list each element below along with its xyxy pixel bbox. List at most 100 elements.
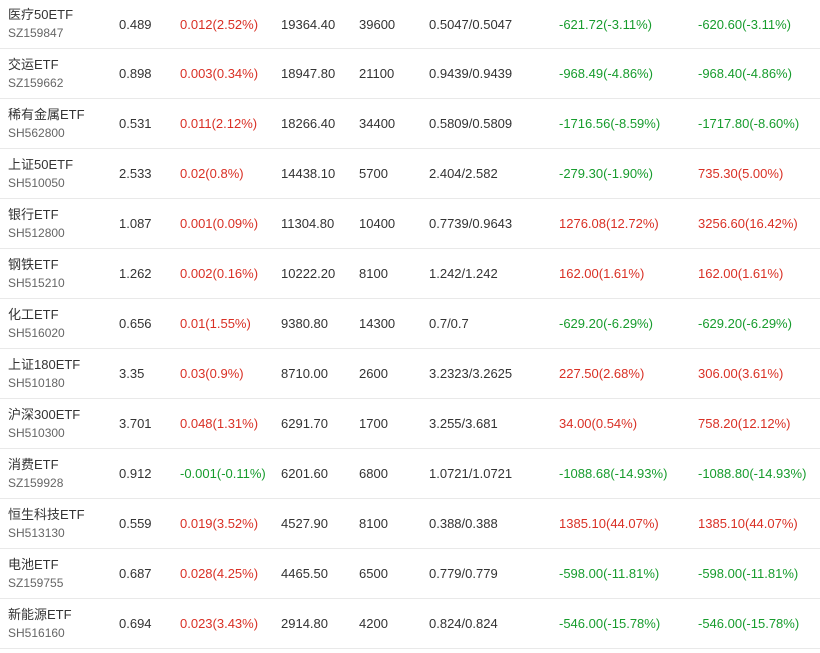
etf-name[interactable]: 医疗50ETF	[8, 7, 74, 22]
etf-name[interactable]: 稀有金属ETF	[8, 106, 85, 122]
etf-name-cell[interactable]: 稀有金属ETF SH562800	[8, 99, 85, 148]
amount-cell: 6201.60	[281, 466, 328, 481]
table-row[interactable]: 稀有金属ETF SH562800 0.531 0.011(2.12%) 1826…	[0, 99, 820, 149]
net-change-1-cell: -1716.56(-8.59%)	[559, 116, 661, 131]
change-cell: 0.02(0.8%)	[180, 166, 244, 181]
change-cell: 0.028(4.25%)	[180, 566, 259, 581]
etf-name-cell[interactable]: 新能源ETF SH516160	[8, 599, 72, 648]
change-cell: 0.003(0.34%)	[180, 66, 259, 81]
amount-cell: 4465.50	[281, 566, 328, 581]
nav-cell: 0.5047/0.5047	[429, 16, 513, 32]
price-cell: 0.898	[119, 66, 152, 81]
amount-cell: 9380.80	[281, 316, 328, 331]
table-row[interactable]: 医疗50ETF SZ159847 0.489 0.012(2.52%) 1936…	[0, 0, 820, 49]
price-cell: 1.087	[119, 216, 152, 231]
etf-code: SZ159755	[8, 575, 64, 590]
table-row[interactable]: 钢铁ETF SH515210 1.262 0.002(0.16%) 10222.…	[0, 249, 820, 299]
table-row[interactable]: 电池ETF SZ159755 0.687 0.028(4.25%) 4465.5…	[0, 549, 820, 599]
net-change-2-cell: -629.20(-6.29%)	[698, 316, 792, 331]
etf-name-cell[interactable]: 上证50ETF SH510050	[8, 149, 73, 198]
net-change-1-cell: -598.00(-11.81%)	[559, 566, 660, 581]
price-cell: 0.559	[119, 516, 152, 531]
volume-cell: 8100	[359, 266, 388, 281]
volume-cell: 1700	[359, 416, 388, 431]
net-change-1-cell: -621.72(-3.11%)	[559, 16, 652, 32]
table-row[interactable]: 消费ETF SZ159928 0.912 -0.001(-0.11%) 6201…	[0, 449, 820, 499]
etf-name-cell[interactable]: 电池ETF SZ159755	[8, 549, 63, 598]
etf-name-cell[interactable]: 钢铁ETF SH515210	[8, 249, 65, 298]
price-cell: 0.656	[119, 316, 152, 331]
etf-name[interactable]: 交运ETF	[8, 56, 59, 72]
etf-code: SH515210	[8, 275, 65, 290]
etf-code: SH510180	[8, 375, 65, 390]
table-row[interactable]: 交运ETF SZ159662 0.898 0.003(0.34%) 18947.…	[0, 49, 820, 99]
etf-name[interactable]: 上证50ETF	[8, 156, 74, 172]
etf-code: SH516160	[8, 625, 65, 640]
volume-cell: 5700	[359, 166, 388, 181]
nav-cell: 3.255/3.681	[429, 416, 498, 431]
nav-cell: 0.824/0.824	[429, 616, 498, 631]
price-cell: 0.531	[119, 116, 152, 131]
etf-name-cell[interactable]: 交运ETF SZ159662	[8, 49, 63, 98]
price-cell: 0.694	[119, 616, 152, 631]
amount-cell: 6291.70	[281, 416, 328, 431]
etf-name-cell[interactable]: 消费ETF SZ159928	[8, 449, 63, 498]
nav-cell: 1.0721/1.0721	[429, 466, 513, 481]
etf-name[interactable]: 上证180ETF	[8, 356, 81, 372]
net-change-2-cell: 1385.10(44.07%)	[698, 516, 798, 531]
amount-cell: 8710.00	[281, 366, 328, 381]
amount-cell: 18266.40	[281, 116, 336, 131]
volume-cell: 2600	[359, 366, 388, 381]
change-cell: 0.002(0.16%)	[180, 266, 259, 281]
change-cell: -0.001(-0.11%)	[180, 466, 266, 481]
volume-cell: 4200	[359, 616, 388, 631]
net-change-2-cell: -598.00(-11.81%)	[698, 566, 799, 581]
etf-name[interactable]: 恒生科技ETF	[8, 506, 85, 522]
change-cell: 0.023(3.43%)	[180, 616, 259, 631]
table-row[interactable]: 沪深300ETF SH510300 3.701 0.048(1.31%) 629…	[0, 399, 820, 449]
etf-code: SZ159847	[8, 26, 64, 40]
nav-cell: 0.388/0.388	[429, 516, 498, 531]
etf-name[interactable]: 消费ETF	[8, 456, 59, 472]
volume-cell: 21100	[359, 66, 395, 81]
price-cell: 0.912	[119, 466, 152, 481]
net-change-1-cell: 1276.08(12.72%)	[559, 216, 659, 231]
etf-name[interactable]: 电池ETF	[8, 556, 59, 572]
table-row[interactable]: 恒生科技ETF SH513130 0.559 0.019(3.52%) 4527…	[0, 499, 820, 549]
etf-name[interactable]: 银行ETF	[8, 206, 59, 222]
nav-cell: 0.779/0.779	[429, 566, 498, 581]
volume-cell: 8100	[359, 516, 388, 531]
net-change-1-cell: -629.20(-6.29%)	[559, 316, 653, 331]
volume-cell: 6800	[359, 466, 388, 481]
net-change-1-cell: 1385.10(44.07%)	[559, 516, 659, 531]
change-cell: 0.019(3.52%)	[180, 516, 259, 531]
etf-name[interactable]: 化工ETF	[8, 306, 59, 322]
etf-name-cell[interactable]: 上证180ETF SH510180	[8, 349, 80, 398]
amount-cell: 11304.80	[281, 216, 335, 231]
nav-cell: 1.242/1.242	[429, 266, 498, 281]
table-row[interactable]: 新能源ETF SH516160 0.694 0.023(3.43%) 2914.…	[0, 599, 820, 649]
etf-name[interactable]: 钢铁ETF	[8, 256, 59, 272]
table-row[interactable]: 银行ETF SH512800 1.087 0.001(0.09%) 11304.…	[0, 199, 820, 249]
etf-name-cell[interactable]: 银行ETF SH512800	[8, 199, 65, 248]
change-cell: 0.01(1.55%)	[180, 316, 251, 331]
nav-cell: 0.5809/0.5809	[429, 116, 513, 131]
amount-cell: 18947.80	[281, 66, 336, 81]
volume-cell: 10400	[359, 216, 396, 231]
etf-code: SH513130	[8, 525, 65, 540]
etf-name-cell[interactable]: 化工ETF SH516020	[8, 299, 65, 348]
net-change-1-cell: 34.00(0.54%)	[559, 416, 638, 431]
net-change-2-cell: -620.60(-3.11%)	[698, 16, 791, 32]
table-row[interactable]: 化工ETF SH516020 0.656 0.01(1.55%) 9380.80…	[0, 299, 820, 349]
etf-code: SH562800	[8, 125, 65, 140]
net-change-1-cell: -279.30(-1.90%)	[559, 166, 653, 181]
net-change-2-cell: 306.00(3.61%)	[698, 366, 784, 381]
etf-name[interactable]: 沪深300ETF	[8, 406, 81, 422]
table-row[interactable]: 上证180ETF SH510180 3.35 0.03(0.9%) 8710.0…	[0, 349, 820, 399]
etf-name-cell[interactable]: 沪深300ETF SH510300	[8, 399, 80, 448]
etf-name-cell[interactable]: 医疗50ETF SZ159847	[8, 0, 73, 48]
etf-name-cell[interactable]: 恒生科技ETF SH513130	[8, 499, 85, 548]
table-row[interactable]: 上证50ETF SH510050 2.533 0.02(0.8%) 14438.…	[0, 149, 820, 199]
etf-name[interactable]: 新能源ETF	[8, 606, 72, 622]
